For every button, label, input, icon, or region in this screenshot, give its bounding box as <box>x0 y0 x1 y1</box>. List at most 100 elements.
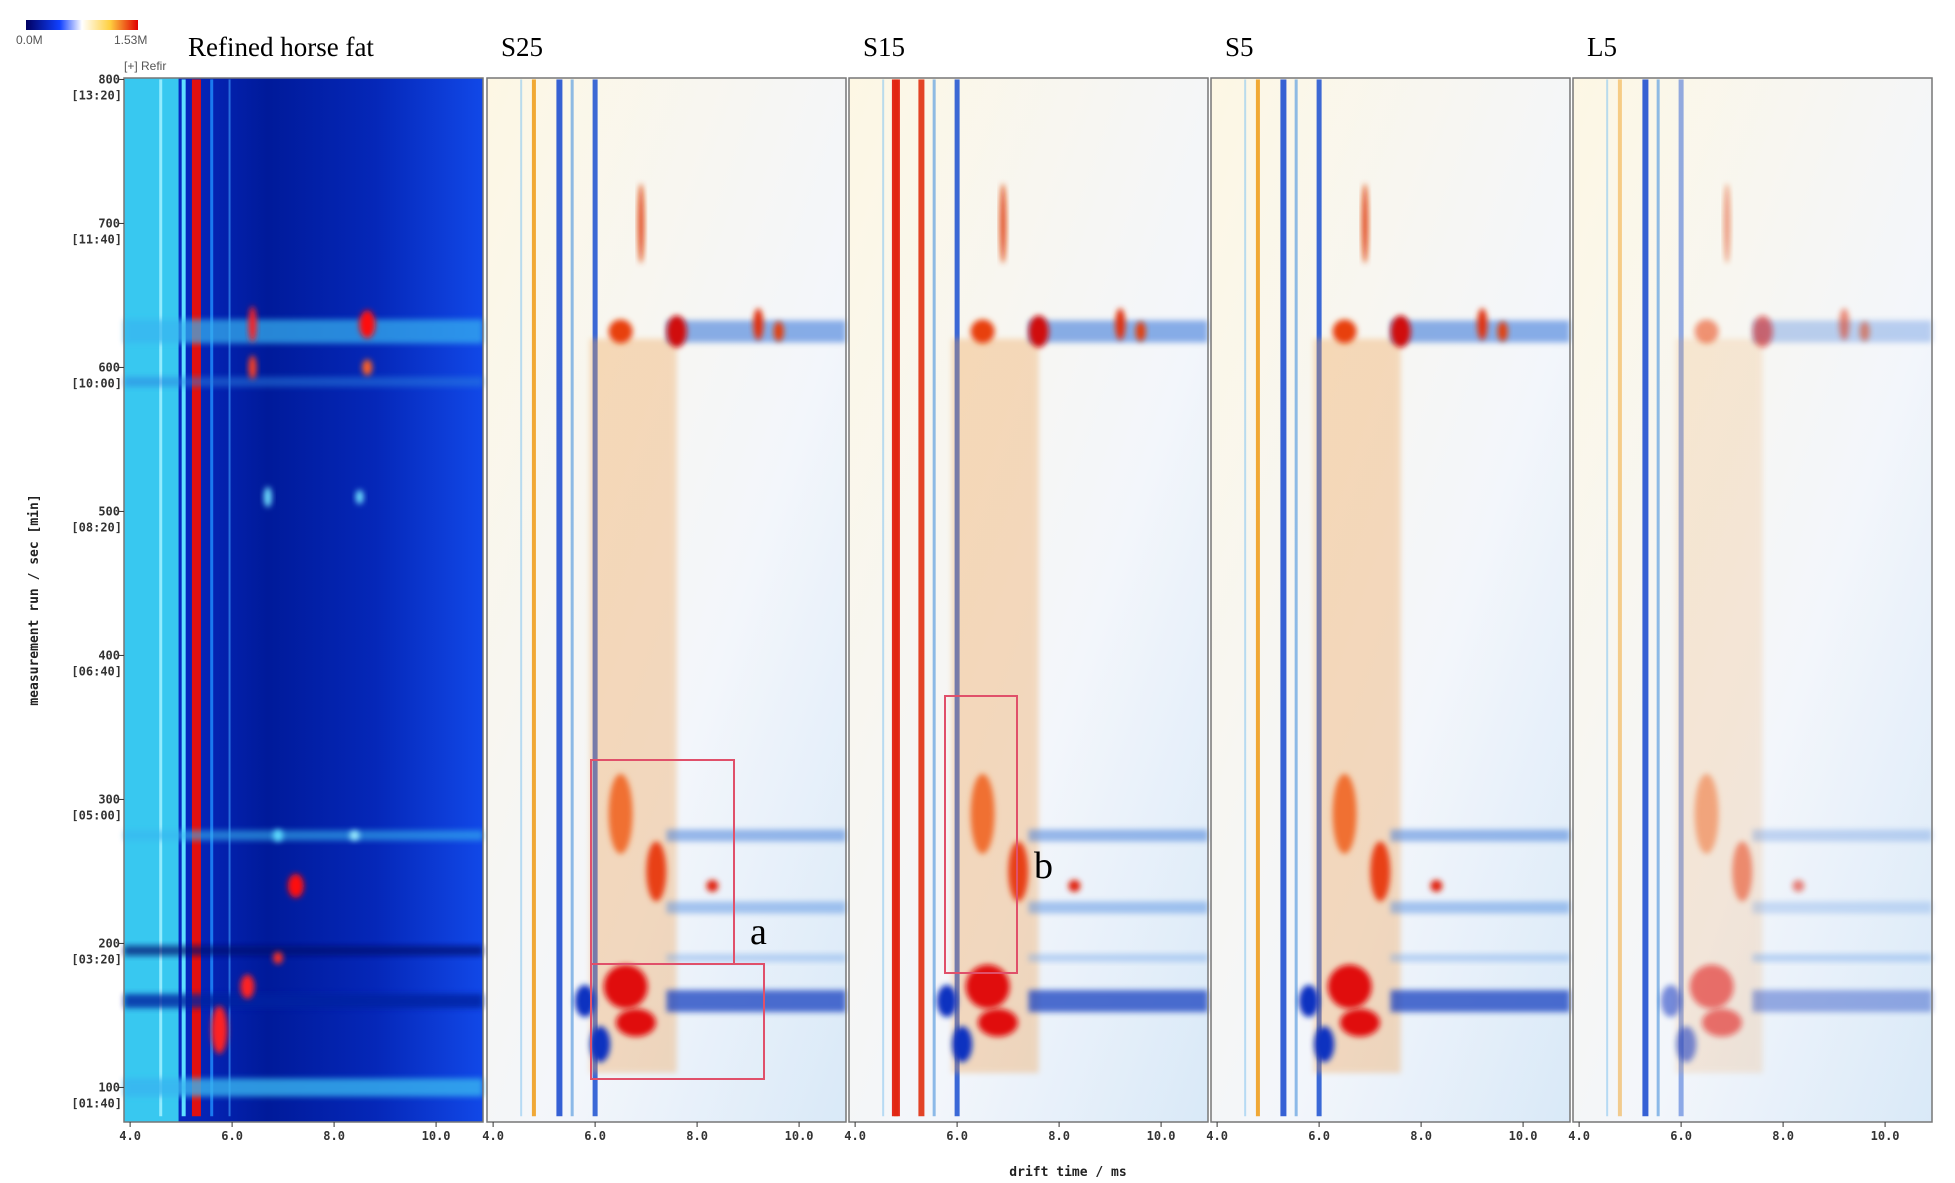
blob <box>1701 1008 1742 1037</box>
y-tick-label: 500 <box>98 504 120 518</box>
x-tick-label: 4.0 <box>482 1129 504 1143</box>
x-tick-label: 4.0 <box>119 1129 141 1143</box>
stripe <box>1255 79 1260 1117</box>
warm-region <box>1314 338 1401 1074</box>
panel <box>124 78 483 1122</box>
band <box>1028 990 1208 1013</box>
warm-region <box>1676 338 1763 1074</box>
plot-frame <box>1210 77 1571 1123</box>
x-tick-label: 10.0 <box>785 1129 814 1143</box>
y-axis-label: measurement run / sec [min] <box>27 494 42 705</box>
x-tick-label: 4.0 <box>1568 1129 1590 1143</box>
x-tick-label: 10.0 <box>422 1129 451 1143</box>
blob <box>1839 308 1850 341</box>
panel-title: S5 <box>1225 32 1254 62</box>
stripe <box>124 78 179 1122</box>
band <box>1752 829 1932 842</box>
y-tick-label: 400 <box>98 648 120 662</box>
y-tick-sublabel: [03:20] <box>71 952 122 966</box>
stripe <box>1244 79 1247 1117</box>
panel-title: S15 <box>863 32 905 62</box>
blob <box>638 183 645 264</box>
colorbar <box>26 20 138 30</box>
blob <box>646 841 667 902</box>
x-tick-label: 10.0 <box>1147 1129 1176 1143</box>
y-tick-label: 200 <box>98 936 120 950</box>
blob <box>1314 1026 1335 1063</box>
plot-frame <box>1572 77 1933 1123</box>
blob <box>1332 319 1357 344</box>
colorbar-min: 0.0M <box>16 33 43 47</box>
blob <box>970 319 995 344</box>
blob <box>1724 183 1731 264</box>
panel-title: L5 <box>1587 32 1617 62</box>
band <box>1390 953 1570 962</box>
blob <box>1660 985 1681 1018</box>
blob <box>590 1026 611 1063</box>
blob <box>1752 315 1773 348</box>
blob <box>977 1008 1018 1037</box>
panel <box>1211 78 1570 1122</box>
blob <box>1676 1026 1697 1063</box>
panel <box>1573 78 1932 1122</box>
blob <box>1332 773 1357 854</box>
blob <box>1370 841 1391 902</box>
stripe <box>556 79 563 1117</box>
blob <box>211 1005 228 1054</box>
blob <box>362 359 373 376</box>
x-tick-label: 4.0 <box>1206 1129 1228 1143</box>
band <box>124 830 483 841</box>
x-tick-label: 6.0 <box>946 1129 968 1143</box>
plot-frame <box>123 77 484 1123</box>
band <box>666 901 846 914</box>
stripe <box>918 79 925 1117</box>
band <box>1390 829 1570 842</box>
plot-frame <box>848 77 1209 1123</box>
band <box>124 1078 483 1097</box>
band <box>666 990 846 1013</box>
blob <box>936 985 957 1018</box>
x-axis-label: drift time / ms <box>1009 1165 1126 1180</box>
blob <box>359 310 376 339</box>
x-tick-label: 6.0 <box>1308 1129 1330 1143</box>
blob <box>970 773 995 854</box>
blob <box>1068 879 1081 892</box>
blob <box>1497 321 1508 342</box>
highlight-box <box>590 963 765 1080</box>
stripe <box>1606 79 1609 1117</box>
band <box>1752 901 1932 914</box>
panel-title: Refined horse fat <box>188 32 374 62</box>
stripe <box>1280 79 1287 1117</box>
panel-note: [+] Refir <box>124 59 166 73</box>
stripe <box>1642 79 1649 1117</box>
band <box>124 376 483 387</box>
panel <box>487 78 846 1122</box>
x-tick-label: 8.0 <box>323 1129 345 1143</box>
band <box>1752 990 1932 1013</box>
highlight-box <box>944 695 1018 974</box>
band <box>1752 953 1932 962</box>
blob <box>349 830 360 841</box>
band <box>124 994 483 1009</box>
blob <box>287 873 304 898</box>
blob <box>248 306 257 343</box>
stripe <box>228 79 231 1117</box>
stripe <box>1656 79 1660 1117</box>
warm-region <box>952 338 1039 1074</box>
blob <box>1008 841 1029 902</box>
blob <box>773 321 784 342</box>
x-tick-label: 8.0 <box>1410 1129 1432 1143</box>
stripe <box>181 79 186 1117</box>
blob <box>615 1008 656 1037</box>
x-tick-label: 6.0 <box>1670 1129 1692 1143</box>
stripe <box>531 79 536 1117</box>
blob <box>1362 183 1369 264</box>
annotation: b <box>1034 845 1053 887</box>
x-tick-label: 4.0 <box>844 1129 866 1143</box>
band <box>124 945 483 956</box>
blob <box>1732 841 1753 902</box>
blob <box>1000 183 1007 264</box>
x-tick-label: 8.0 <box>1772 1129 1794 1143</box>
stripe <box>520 79 523 1117</box>
y-tick-sublabel: [01:40] <box>71 1096 122 1110</box>
